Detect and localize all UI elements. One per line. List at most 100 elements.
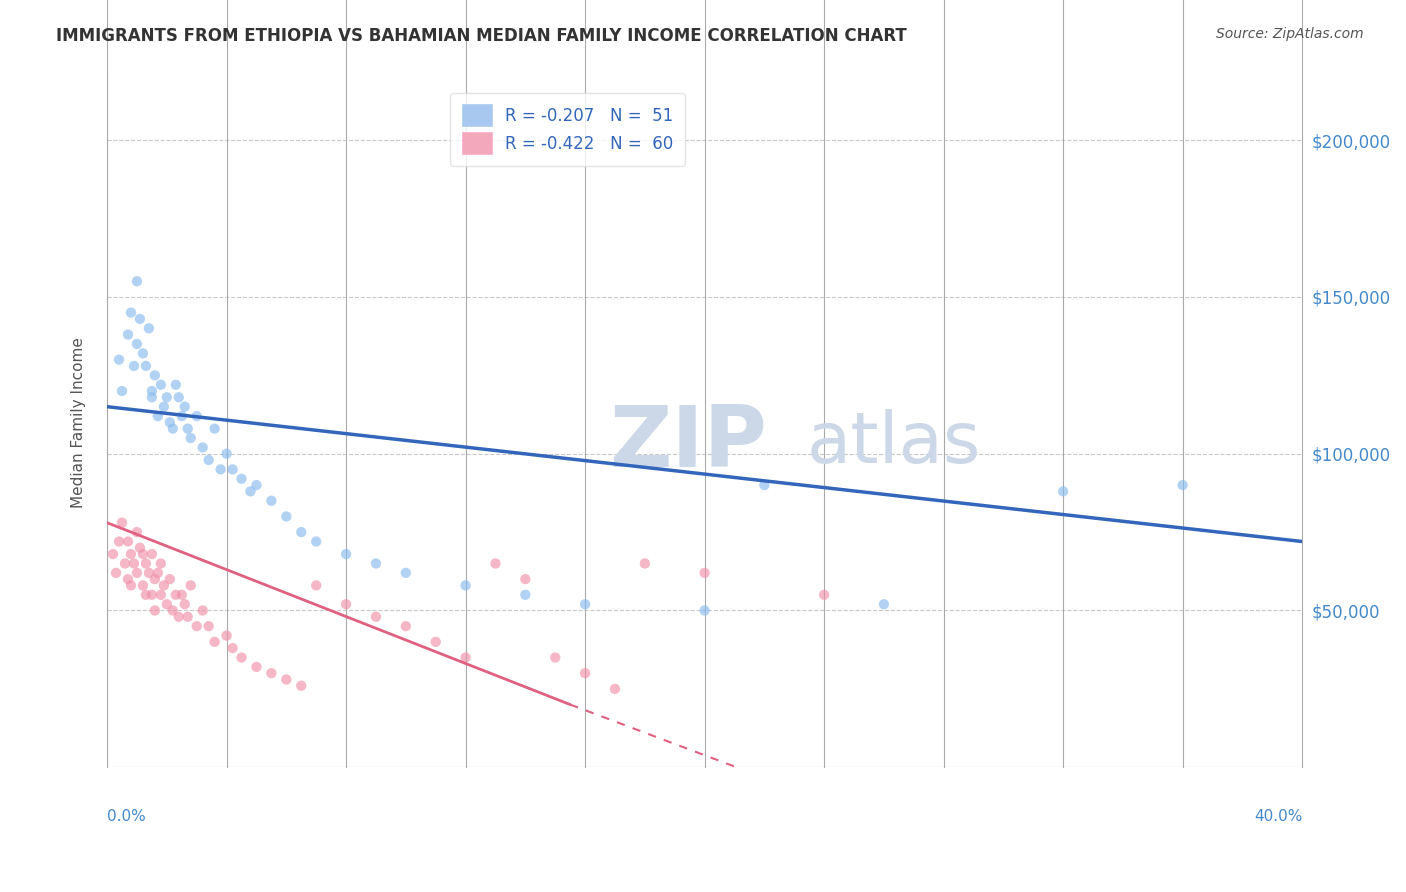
Point [173, 597, 195, 611]
Point [149, 557, 172, 571]
Point [170, 409, 193, 423]
Point [260, 666, 283, 681]
Point [215, 447, 238, 461]
Point [180, 431, 202, 445]
Point [153, 578, 176, 592]
Point [117, 327, 139, 342]
Point [101, 547, 124, 561]
Point [167, 609, 190, 624]
Point [873, 597, 896, 611]
Point [693, 566, 716, 580]
Point [135, 588, 157, 602]
Point [197, 619, 219, 633]
Text: 40.0%: 40.0% [1254, 809, 1302, 823]
Point [120, 578, 142, 592]
Point [132, 346, 155, 360]
Point [122, 557, 145, 571]
Point [170, 588, 193, 602]
Y-axis label: Median Family Income: Median Family Income [72, 337, 86, 508]
Point [186, 619, 208, 633]
Point [111, 384, 134, 398]
Point [209, 462, 232, 476]
Point [135, 557, 157, 571]
Point [162, 422, 184, 436]
Point [122, 359, 145, 373]
Point [125, 566, 148, 580]
Point [165, 377, 187, 392]
Point [221, 641, 243, 656]
Text: 0.0%: 0.0% [107, 809, 146, 823]
Point [515, 588, 537, 602]
Point [159, 572, 181, 586]
Point [138, 566, 160, 580]
Point [276, 673, 298, 687]
Point [143, 603, 166, 617]
Text: ZIP: ZIP [609, 401, 766, 484]
Point [364, 557, 387, 571]
Point [162, 603, 184, 617]
Legend: R = -0.207   N =  51, R = -0.422   N =  60: R = -0.207 N = 51, R = -0.422 N = 60 [450, 93, 685, 166]
Point [221, 462, 243, 476]
Point [693, 603, 716, 617]
Point [191, 603, 214, 617]
Point [141, 547, 163, 561]
Point [146, 409, 169, 423]
Point [143, 572, 166, 586]
Point [204, 635, 226, 649]
Point [197, 453, 219, 467]
Point [1052, 484, 1074, 499]
Point [186, 409, 208, 423]
Point [305, 534, 328, 549]
Point [173, 400, 195, 414]
Point [305, 578, 328, 592]
Point [364, 609, 387, 624]
Point [149, 377, 172, 392]
Point [574, 666, 596, 681]
Point [129, 311, 152, 326]
Point [165, 588, 187, 602]
Point [111, 516, 134, 530]
Point [125, 274, 148, 288]
Point [156, 597, 179, 611]
Text: IMMIGRANTS FROM ETHIOPIA VS BAHAMIAN MEDIAN FAMILY INCOME CORRELATION CHART: IMMIGRANTS FROM ETHIOPIA VS BAHAMIAN MED… [56, 27, 907, 45]
Point [153, 400, 176, 414]
Point [125, 525, 148, 540]
Point [395, 566, 418, 580]
Point [117, 572, 139, 586]
Point [231, 472, 253, 486]
Point [454, 650, 477, 665]
Point [149, 588, 172, 602]
Text: atlas: atlas [806, 409, 980, 477]
Point [141, 384, 163, 398]
Point [117, 534, 139, 549]
Point [754, 478, 776, 492]
Point [108, 352, 131, 367]
Point [120, 547, 142, 561]
Point [1171, 478, 1194, 492]
Point [108, 534, 131, 549]
Point [120, 305, 142, 319]
Point [159, 415, 181, 429]
Point [125, 337, 148, 351]
Point [177, 422, 200, 436]
Point [177, 609, 200, 624]
Point [245, 660, 267, 674]
Point [813, 588, 835, 602]
Point [129, 541, 152, 555]
Point [156, 390, 179, 404]
Point [290, 679, 312, 693]
Point [484, 557, 506, 571]
Point [132, 578, 155, 592]
Point [634, 557, 657, 571]
Point [204, 422, 226, 436]
Text: Source: ZipAtlas.com: Source: ZipAtlas.com [1216, 27, 1364, 41]
Point [180, 578, 202, 592]
Point [167, 390, 190, 404]
Point [146, 566, 169, 580]
Point [276, 509, 298, 524]
Point [425, 635, 447, 649]
Point [135, 359, 157, 373]
Point [231, 650, 253, 665]
Point [141, 588, 163, 602]
Point [335, 597, 357, 611]
